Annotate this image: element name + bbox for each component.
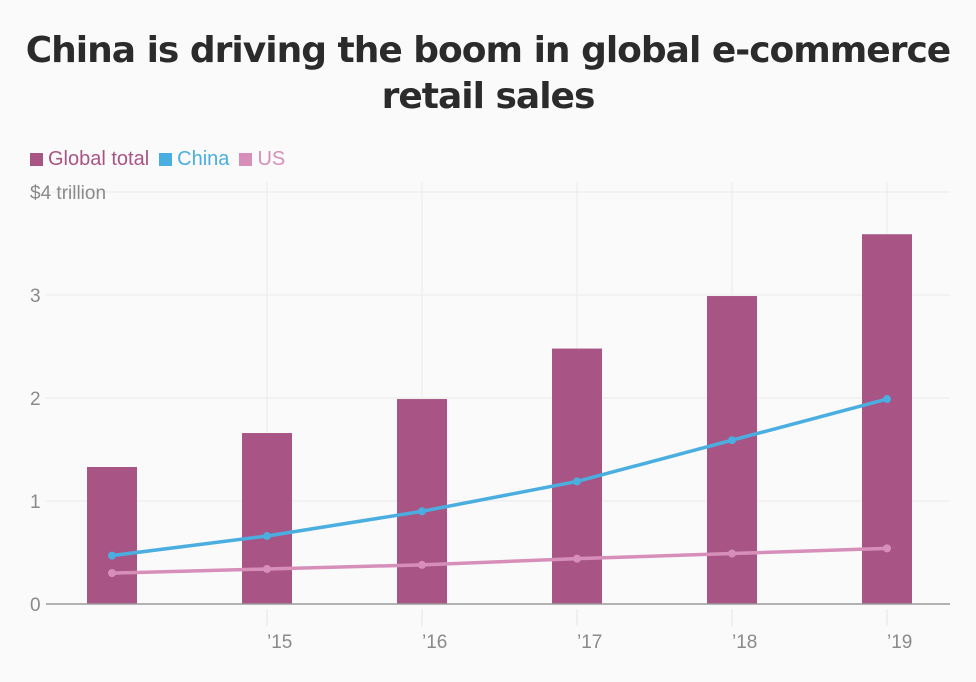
point-us bbox=[573, 554, 581, 563]
line-us bbox=[111, 546, 888, 575]
point-us bbox=[418, 560, 426, 569]
legend-item-global: Global total bbox=[30, 148, 149, 171]
point-us bbox=[728, 549, 736, 558]
x-tick-label: ’15 bbox=[267, 632, 292, 653]
point-us bbox=[108, 569, 116, 578]
x-tick-label: ’17 bbox=[577, 632, 602, 653]
legend: Global total China US bbox=[30, 148, 285, 171]
legend-swatch bbox=[159, 153, 173, 166]
point-us bbox=[883, 544, 891, 553]
legend-label: China bbox=[177, 148, 230, 170]
legend-item-us: US bbox=[239, 148, 285, 171]
bar-global-total bbox=[242, 433, 292, 604]
point-china bbox=[418, 507, 426, 516]
line-china bbox=[111, 397, 888, 558]
legend-label: Global total bbox=[48, 148, 150, 170]
point-china bbox=[728, 436, 736, 445]
y-tick-label: 3 bbox=[30, 286, 41, 307]
y-tick-label: 0 bbox=[30, 595, 41, 616]
x-tick-label: ’18 bbox=[732, 632, 757, 653]
y-tick-label: 1 bbox=[30, 492, 41, 513]
x-tick-label: ’16 bbox=[422, 632, 447, 653]
chart-title: China is driving the boom in global e-co… bbox=[25, 30, 951, 117]
legend-item-china: China bbox=[159, 148, 229, 171]
point-china bbox=[883, 395, 891, 404]
y-tick-label: $4 trillion bbox=[30, 183, 106, 204]
bar-global-total bbox=[397, 399, 447, 604]
bar-global-total bbox=[862, 234, 912, 605]
point-us bbox=[263, 564, 271, 573]
legend-swatch bbox=[30, 153, 43, 166]
x-tick-label: ’19 bbox=[887, 632, 912, 653]
bar-global-total bbox=[707, 296, 757, 604]
point-china bbox=[573, 477, 581, 486]
legend-swatch bbox=[239, 153, 253, 166]
point-china bbox=[263, 532, 271, 541]
legend-label: US bbox=[257, 148, 286, 170]
point-china bbox=[108, 551, 116, 560]
y-tick-label: 2 bbox=[30, 389, 41, 410]
bar-global-total bbox=[87, 467, 137, 604]
